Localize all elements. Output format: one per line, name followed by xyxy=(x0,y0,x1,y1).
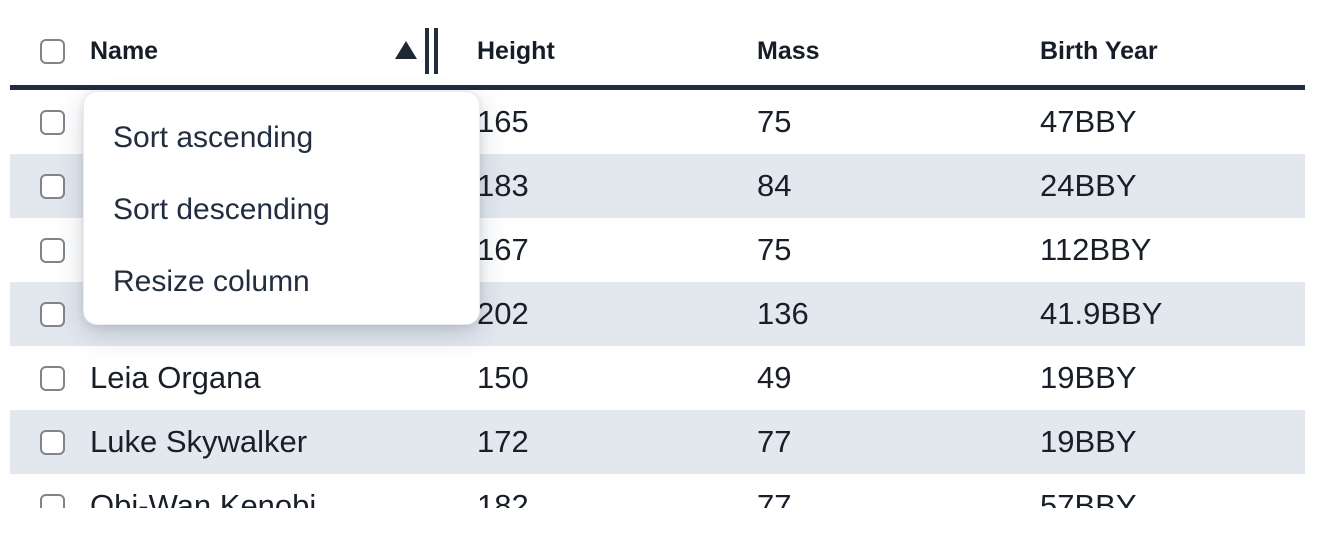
cell-height: 202 xyxy=(477,296,529,331)
cell-birth-year: 57BBY xyxy=(1040,488,1137,508)
menu-item-resize-column[interactable]: Resize column xyxy=(113,265,310,298)
cell-birth-year: 41.9BBY xyxy=(1040,296,1163,331)
menu-item-sort-ascending[interactable]: Sort ascending xyxy=(113,121,314,154)
cell-mass: 49 xyxy=(757,360,792,395)
column-header-mass-label: Mass xyxy=(757,36,820,65)
column-header-name[interactable]: Name xyxy=(80,17,470,85)
row-checkbox[interactable] xyxy=(40,237,65,263)
cell-height: 172 xyxy=(477,424,529,459)
row-checkbox[interactable] xyxy=(40,301,65,327)
menu-item-sort-descending[interactable]: Sort descending xyxy=(113,193,330,226)
table-row: Luke Skywalker 172 77 19BBY xyxy=(10,410,1305,474)
row-checkbox[interactable] xyxy=(40,493,65,508)
cell-mass: 77 xyxy=(757,424,792,459)
cell-birth-year: 47BBY xyxy=(1040,104,1137,139)
cell-mass: 84 xyxy=(757,168,792,203)
row-checkbox[interactable] xyxy=(40,429,65,455)
table-row: 165 75 47BBY xyxy=(10,90,1305,154)
column-resize-handle-icon[interactable] xyxy=(425,28,438,74)
column-header-mass[interactable]: Mass xyxy=(750,17,1030,85)
table-row: 167 75 112BBY xyxy=(10,218,1305,282)
column-header-name-label: Name xyxy=(90,36,159,65)
cell-mass: 75 xyxy=(757,232,792,267)
row-checkbox[interactable] xyxy=(40,173,65,199)
grid-header-row: Name Height Mass Birth Year xyxy=(10,0,1305,90)
cell-birth-year: 24BBY xyxy=(1040,168,1137,203)
column-header-birth-year[interactable]: Birth Year xyxy=(1030,17,1305,85)
select-all-checkbox[interactable] xyxy=(40,38,65,64)
cell-height: 183 xyxy=(477,168,529,203)
cell-height: 167 xyxy=(477,232,529,267)
cell-name: Obi-Wan Kenobi xyxy=(90,488,317,508)
cell-birth-year: 19BBY xyxy=(1040,424,1137,459)
cell-mass: 136 xyxy=(757,296,809,331)
column-header-height-label: Height xyxy=(477,36,555,65)
cell-name: Leia Organa xyxy=(90,360,261,395)
cell-height: 150 xyxy=(477,360,529,395)
cell-height: 165 xyxy=(477,104,529,139)
cell-birth-year: 112BBY xyxy=(1040,232,1152,267)
sort-ascending-icon xyxy=(395,41,417,59)
select-all-cell xyxy=(10,17,80,85)
table-row: Leia Organa 150 49 19BBY xyxy=(10,346,1305,410)
cell-birth-year: 19BBY xyxy=(1040,360,1137,395)
cell-height: 182 xyxy=(477,488,529,508)
column-header-height[interactable]: Height xyxy=(470,17,750,85)
column-context-menu: Sort ascending Sort descending Resize co… xyxy=(83,91,480,325)
row-checkbox[interactable] xyxy=(40,109,65,135)
cell-name: Luke Skywalker xyxy=(90,424,308,459)
row-checkbox[interactable] xyxy=(40,365,65,391)
table-row: Obi-Wan Kenobi 182 77 57BBY xyxy=(10,474,1305,508)
cell-mass: 77 xyxy=(757,488,792,508)
cell-mass: 75 xyxy=(757,104,792,139)
column-header-birth-year-label: Birth Year xyxy=(1040,36,1158,65)
